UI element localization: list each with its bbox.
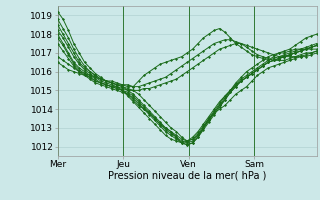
X-axis label: Pression niveau de la mer( hPa ): Pression niveau de la mer( hPa )	[108, 171, 266, 181]
